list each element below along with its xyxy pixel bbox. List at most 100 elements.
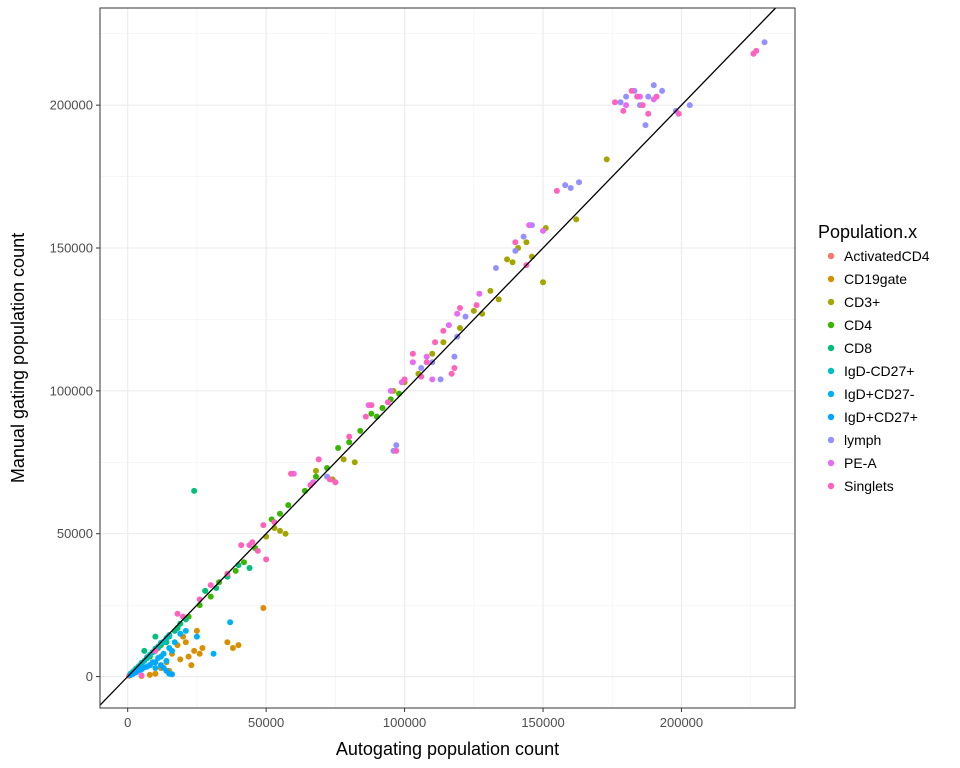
plot-area [99, 7, 796, 709]
data-point [191, 647, 198, 654]
data-point [520, 233, 527, 240]
data-point [423, 353, 430, 360]
legend-key [827, 252, 835, 260]
data-point [470, 307, 477, 314]
data-point [409, 350, 416, 357]
data-point [642, 122, 649, 129]
data-point [659, 87, 666, 94]
data-point [401, 376, 408, 383]
legend-key [827, 298, 835, 306]
data-point [761, 39, 768, 46]
data-point [152, 659, 159, 666]
data-point [235, 642, 242, 649]
data-point [379, 405, 386, 411]
data-point [487, 287, 494, 294]
data-point [199, 645, 206, 651]
data-point [196, 650, 203, 657]
data-point [620, 107, 627, 114]
data-point [312, 467, 319, 474]
data-point [346, 433, 353, 440]
data-point [675, 110, 682, 117]
data-point [628, 87, 635, 94]
legend-label: lymph [844, 432, 881, 448]
major-gridlines [100, 8, 795, 708]
minor-gridlines [100, 8, 795, 708]
data-point [227, 619, 234, 626]
data-point [650, 82, 657, 89]
legend-label: Singlets [844, 478, 894, 494]
data-point [456, 325, 463, 331]
legend-title: Population.x [818, 222, 917, 242]
data-point [623, 93, 630, 100]
data-point [526, 222, 533, 229]
data-point [576, 179, 583, 186]
data-point [224, 639, 231, 646]
data-point [238, 542, 245, 549]
data-point [612, 99, 619, 106]
data-point [368, 402, 375, 409]
data-point [177, 656, 184, 663]
data-point [232, 567, 239, 574]
data-point [409, 359, 416, 366]
data-point [645, 93, 652, 100]
legend-key [827, 275, 835, 283]
y-axis-ticks: 0 50000 100000 150000 200000 [50, 98, 100, 684]
data-point [573, 216, 580, 223]
data-point [462, 313, 469, 320]
data-point [263, 556, 270, 563]
data-point [182, 639, 189, 646]
data-point [623, 102, 630, 109]
data-point [285, 502, 292, 509]
data-point [368, 410, 375, 417]
data-point [276, 527, 283, 534]
y-tick-label: 50000 [57, 526, 93, 541]
legend-key [827, 436, 835, 444]
data-point [282, 530, 289, 537]
legend-label: CD3+ [844, 294, 880, 310]
data-point [456, 305, 463, 311]
data-point [451, 353, 458, 360]
data-point [177, 630, 184, 637]
y-axis-title: Manual gating population count [8, 233, 28, 483]
data-point [753, 47, 760, 54]
data-point [260, 522, 267, 529]
legend-key [827, 367, 835, 375]
legend-label: IgD+CD27+ [844, 409, 918, 425]
data-point [429, 376, 436, 383]
data-point [249, 539, 256, 546]
data-point [276, 510, 283, 517]
x-tick-label: 200000 [660, 715, 703, 730]
data-point [168, 647, 175, 654]
data-point [157, 653, 164, 660]
data-point [567, 185, 574, 191]
data-point [146, 662, 153, 669]
legend-key [827, 344, 835, 352]
data-point [312, 473, 319, 480]
data-point [335, 445, 342, 451]
data-point [639, 102, 646, 109]
data-point [202, 587, 209, 594]
data-point [246, 565, 253, 571]
legend-label: IgD-CD27+ [844, 363, 914, 379]
data-point [340, 456, 347, 463]
x-tick-label: 150000 [521, 715, 564, 730]
data-point [146, 671, 153, 678]
data-point [254, 547, 261, 554]
legend-key [827, 413, 835, 421]
data-point [193, 627, 200, 634]
data-point [432, 339, 439, 346]
x-axis-title: Autogating population count [336, 739, 559, 759]
data-point [326, 476, 333, 483]
legend-label: PE-A [844, 455, 877, 471]
legend-label: CD4 [844, 317, 872, 333]
data-point [448, 370, 455, 377]
legend-key [827, 321, 835, 329]
data-point [168, 671, 175, 678]
data-point [451, 365, 458, 371]
data-point [315, 456, 322, 463]
data-point [495, 296, 502, 303]
legend-label: IgD+CD27- [844, 386, 915, 402]
data-point [440, 339, 447, 346]
x-tick-label: 100000 [383, 715, 426, 730]
